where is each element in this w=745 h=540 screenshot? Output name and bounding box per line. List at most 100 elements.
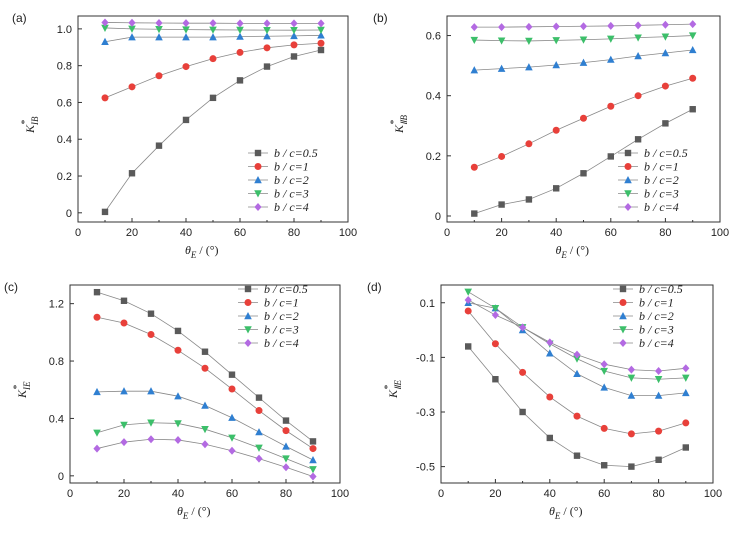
legend-entry: b / c=3 <box>644 187 679 201</box>
data-point <box>263 32 271 40</box>
x-tick-label: 60 <box>598 488 610 500</box>
data-point <box>209 19 217 28</box>
data-point <box>101 94 109 102</box>
data-point <box>464 296 472 305</box>
data-point <box>519 368 527 376</box>
legend-entry: b / c=0.5 <box>639 282 683 296</box>
data-point <box>201 440 209 449</box>
legend-marker <box>624 176 632 184</box>
y-axis-label: K*ⅡB <box>389 115 409 134</box>
data-point <box>128 18 136 27</box>
data-point <box>309 445 317 453</box>
data-point <box>634 136 642 143</box>
legend-marker <box>624 190 632 198</box>
panel-label: (b) <box>373 11 388 25</box>
x-tick-label: 60 <box>234 227 246 239</box>
x-tick-label: 40 <box>180 227 192 239</box>
data-point <box>498 23 506 32</box>
legend-marker <box>624 163 632 170</box>
legend-marker <box>624 203 632 211</box>
x-tick-label: 20 <box>495 227 507 239</box>
legend-entry: b / c=4 <box>274 200 309 214</box>
data-point <box>263 19 271 28</box>
data-point <box>147 419 155 427</box>
series-2 <box>464 307 690 438</box>
chart-panel-1: (a) 0 20 40 60 80 100 0 0.2 0.4 0.6 0.8 1.0 θE / (°) K… <box>12 11 357 260</box>
y-tick-label: 0.6 <box>426 31 441 43</box>
data-point <box>682 388 690 397</box>
y-axis-label: K*IE <box>12 381 32 399</box>
chart-panel-3: (c) 0 20 40 60 80 100 0 0.4 0.8 1.2 θE / (°) K*IE b /… <box>4 280 349 521</box>
data-point <box>579 22 588 31</box>
data-point <box>101 18 109 27</box>
legend-entry: b / c=0.5 <box>644 146 688 160</box>
x-tick-label: 0 <box>444 227 450 239</box>
data-point <box>309 438 317 445</box>
data-point <box>519 408 526 416</box>
chart-panel-4: (d) 0 20 40 60 80 100 -0.5 -0.3 -0.1 0.1 θE / (°) K*… <box>367 280 722 521</box>
legend-entry: b / c=2 <box>274 173 309 187</box>
data-point <box>290 26 298 35</box>
series-5 <box>470 20 697 32</box>
panel-label: (a) <box>12 11 27 25</box>
legend-marker <box>619 299 627 306</box>
data-point <box>228 446 236 455</box>
legend-entry: b / c=4 <box>639 336 674 350</box>
data-point <box>290 19 298 28</box>
legend-marker <box>624 149 632 157</box>
series-3 <box>470 45 697 74</box>
data-point <box>228 385 236 393</box>
y-tick-label: 1.2 <box>49 299 64 311</box>
y-tick-label: 0.4 <box>426 91 441 103</box>
data-point <box>600 383 608 391</box>
data-point <box>573 350 581 359</box>
series-1 <box>93 288 317 445</box>
x-tick-label: 80 <box>652 488 664 500</box>
x-tick-label: 100 <box>711 227 729 239</box>
data-point <box>491 305 500 313</box>
data-point <box>317 31 325 39</box>
data-point <box>182 116 190 124</box>
x-tick-label: 20 <box>126 227 138 239</box>
data-point <box>236 19 244 28</box>
data-point <box>120 421 128 429</box>
x-tick-label: 0 <box>75 227 81 239</box>
series-line <box>96 390 314 461</box>
data-point <box>201 425 209 434</box>
data-point <box>263 44 271 52</box>
x-tick-label: 0 <box>438 488 444 500</box>
data-point <box>309 472 317 481</box>
data-point <box>525 22 533 31</box>
data-point <box>155 72 163 80</box>
legend-marker <box>254 190 262 198</box>
data-point <box>282 442 290 450</box>
data-point <box>682 444 689 451</box>
data-point <box>579 36 588 44</box>
data-point <box>155 18 163 27</box>
legend-marker <box>244 285 252 293</box>
legend-marker <box>619 285 627 293</box>
data-point <box>470 163 478 171</box>
data-point <box>497 64 506 72</box>
data-point <box>236 32 244 40</box>
legend-entry: b / c=3 <box>639 323 674 337</box>
x-tick-label: 100 <box>331 488 349 500</box>
data-point <box>682 364 690 373</box>
data-point <box>93 313 101 321</box>
x-tick-label: 20 <box>489 488 501 500</box>
data-point <box>174 420 182 428</box>
series-1 <box>465 343 689 470</box>
legend-marker <box>254 163 262 170</box>
data-point <box>155 26 163 34</box>
data-point <box>101 37 109 45</box>
series-3 <box>464 298 690 399</box>
data-point <box>255 394 263 401</box>
series-3 <box>101 31 325 45</box>
legend-marker <box>244 326 252 334</box>
data-point <box>573 369 581 377</box>
y-tick-label: 0.6 <box>57 97 72 109</box>
data-point <box>470 36 479 45</box>
data-point <box>491 311 499 320</box>
data-point <box>525 196 533 203</box>
data-point <box>101 208 109 216</box>
